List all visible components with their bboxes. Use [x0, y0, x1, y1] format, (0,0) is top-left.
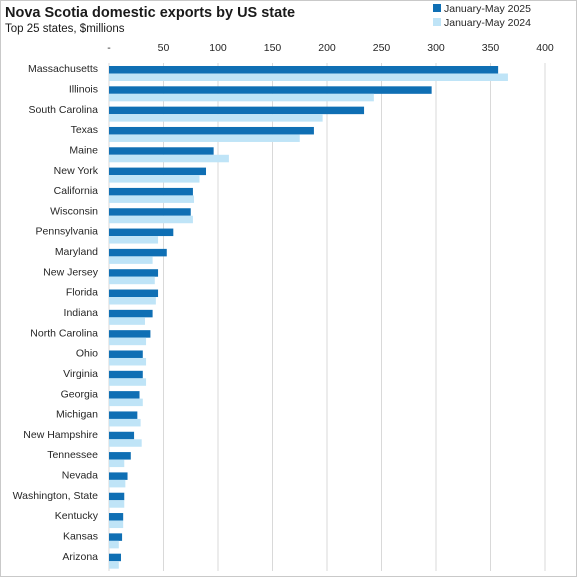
category-label: Florida [66, 287, 98, 299]
bar-2025 [109, 309, 153, 318]
chart-title: Nova Scotia domestic exports by US state [5, 5, 295, 21]
bar-2024 [109, 134, 300, 142]
x-tick-label: 300 [427, 42, 445, 54]
category-label: California [54, 185, 99, 197]
bar-2024 [109, 73, 508, 81]
bar-2024 [109, 195, 195, 203]
bar-2024 [109, 317, 145, 325]
bar-2024 [109, 276, 155, 285]
bar-2025 [109, 147, 214, 155]
bar-2024 [109, 297, 156, 305]
bar-2024 [109, 540, 119, 549]
legend: January-May 2025 January-May 2024 [433, 3, 531, 29]
category-label: New Hampshire [23, 429, 98, 441]
x-tick-label: 400 [536, 42, 554, 54]
x-tick-label: 200 [318, 42, 336, 54]
bar-2025 [109, 66, 499, 74]
category-label: Arizona [62, 551, 98, 563]
bar-2024 [109, 520, 124, 529]
category-label: Kansas [63, 531, 98, 543]
legend-label-2024: January-May 2024 [444, 17, 531, 29]
bar-2025 [109, 86, 432, 94]
bar-2024 [109, 357, 147, 366]
category-label: Texas [71, 124, 98, 136]
bar-2024 [109, 500, 125, 508]
category-label: Virginia [63, 368, 98, 380]
bar-2024 [109, 154, 229, 163]
bar-2025 [109, 513, 124, 521]
bar-2025 [109, 492, 125, 501]
x-tick-label: 250 [373, 42, 391, 54]
category-label: North Carolina [30, 327, 98, 339]
category-label: Illinois [69, 83, 98, 95]
bar-2024 [109, 175, 200, 183]
bar-2024 [109, 256, 153, 264]
legend-swatch-2025 [433, 4, 441, 12]
bars [109, 66, 508, 569]
bar-2025 [109, 391, 140, 399]
bar-2025 [109, 248, 167, 257]
bar-2025 [109, 330, 151, 338]
category-label: Tennessee [47, 449, 98, 461]
bar-2024 [109, 114, 323, 122]
bar-2025 [109, 472, 128, 480]
category-label: New York [54, 165, 99, 177]
bar-2025 [109, 411, 138, 419]
category-label: Massachusetts [28, 63, 98, 75]
bar-2024 [109, 215, 193, 224]
bar-2025 [109, 431, 135, 440]
bar-2024 [109, 479, 126, 488]
bar-2024 [109, 418, 141, 427]
legend-swatch-2024 [433, 18, 441, 26]
bar-2025 [109, 533, 123, 541]
bar-2025 [109, 289, 159, 298]
bar-2024 [109, 337, 147, 346]
category-label: Maine [69, 144, 98, 156]
bar-2024 [109, 236, 159, 244]
x-tick-label: 350 [482, 42, 500, 54]
category-label: Washington, State [13, 490, 99, 502]
bar-2025 [109, 228, 174, 237]
category-label: Wisconsin [50, 205, 98, 217]
x-tick-label: - [107, 42, 111, 54]
category-label: Georgia [61, 388, 99, 400]
category-label: Ohio [76, 348, 98, 360]
bar-2025 [109, 269, 159, 277]
bar-2025 [109, 126, 314, 135]
x-axis-ticks: - 50 100 150 200 250 300 350 400 [107, 42, 554, 54]
category-label: Kentucky [55, 510, 99, 522]
category-label: South Carolina [29, 104, 99, 116]
category-label: Pennsylvania [36, 226, 99, 238]
category-label: New Jersey [43, 266, 99, 278]
category-labels: Massachusetts Illinois South Carolina Texas… [13, 63, 99, 563]
bar-2025 [109, 370, 143, 379]
x-tick-label: 150 [264, 42, 282, 54]
bar-2024 [109, 93, 374, 102]
legend-label-2025: January-May 2025 [444, 3, 531, 15]
category-label: Indiana [64, 307, 99, 319]
bar-2025 [109, 350, 143, 358]
bar-2024 [109, 561, 119, 569]
category-label: Michigan [56, 409, 98, 421]
bar-2024 [109, 398, 143, 407]
bar-2025 [109, 167, 207, 176]
bar-2025 [109, 208, 191, 216]
x-tick-label: 100 [209, 42, 227, 54]
chart-subtitle: Top 25 states, $millions [5, 23, 125, 35]
x-tick-label: 50 [158, 42, 170, 54]
bar-2024 [109, 439, 142, 447]
category-label: Maryland [55, 246, 98, 258]
bar-2025 [109, 452, 131, 460]
bar-2024 [109, 459, 125, 468]
bar-2025 [109, 187, 193, 196]
bar-2025 [109, 553, 121, 562]
category-label: Nevada [62, 470, 98, 482]
bar-2024 [109, 378, 147, 386]
bar-2025 [109, 106, 365, 115]
